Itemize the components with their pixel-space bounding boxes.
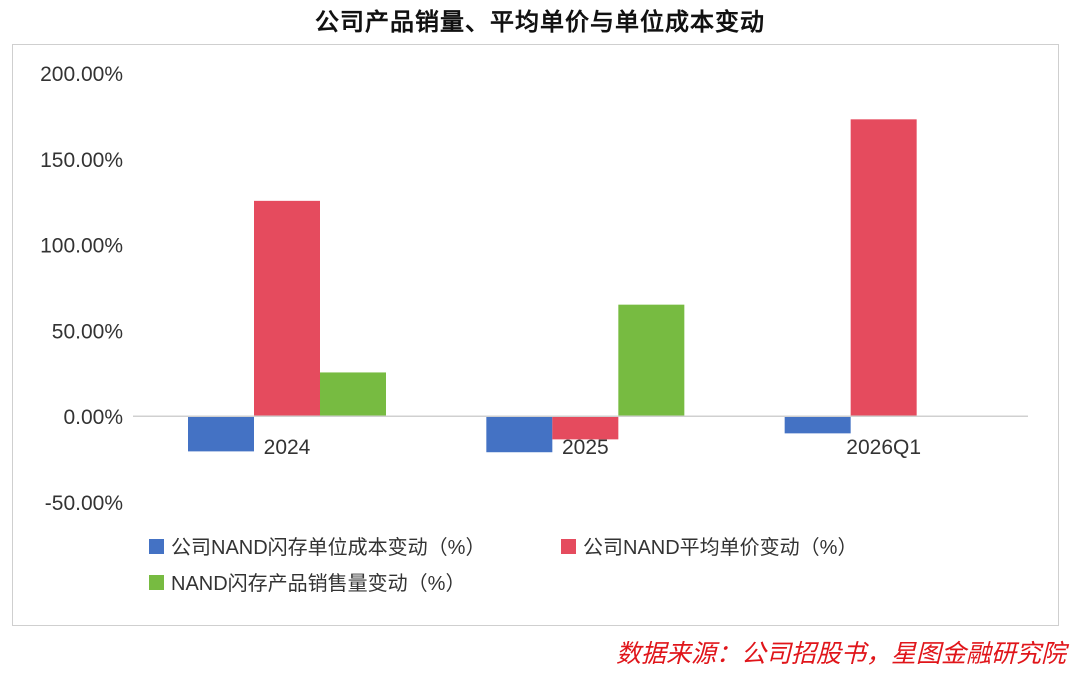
bar-2026Q1-series-1 bbox=[850, 119, 917, 417]
bar-2026Q1-series-0 bbox=[784, 416, 851, 434]
bar-2024-series-0 bbox=[188, 416, 254, 452]
bars bbox=[188, 119, 917, 453]
x-tick-label: 2026Q1 bbox=[846, 436, 921, 459]
y-tick-label: 0.00% bbox=[63, 406, 123, 429]
x-tick-label: 2025 bbox=[562, 436, 609, 459]
bar-2025-series-0 bbox=[486, 416, 553, 453]
y-tick-label: 150.00% bbox=[40, 149, 123, 172]
bar-2025-series-2 bbox=[618, 304, 685, 417]
legend-label: NAND闪存产品销售量变动（%） bbox=[171, 572, 465, 595]
bar-2024-series-2 bbox=[320, 372, 386, 417]
legend-swatch bbox=[561, 539, 576, 554]
chart-title: 公司产品销量、平均单价与单位成本变动 bbox=[315, 8, 765, 36]
chart-frame: 200.00% 150.00% 100.00% 50.00% 0.00% -50.00% … bbox=[12, 44, 1059, 626]
bar-2025-series-1 bbox=[552, 416, 619, 440]
y-axis-ticks: 200.00% 150.00% 100.00% 50.00% 0.00% -50.00% bbox=[40, 63, 123, 515]
bar-chart: 200.00%150.00%100.00%50.00%0.00%-50.00% … bbox=[40, 63, 1028, 595]
y-tick-label: 50.00% bbox=[52, 320, 123, 343]
legend-swatch bbox=[149, 539, 164, 554]
source-note: 数据来源：公司招股书，星图金融研究院 bbox=[615, 639, 1066, 668]
y-tick-label: 200.00% bbox=[40, 63, 123, 86]
x-tick-label: 2024 bbox=[264, 436, 311, 459]
x-axis-labels: 2024 2025 2026Q1 bbox=[264, 436, 921, 459]
legend-label: 公司NAND闪存单位成本变动（%） bbox=[171, 536, 485, 559]
legend-label: 公司NAND平均单价变动（%） bbox=[583, 536, 857, 559]
y-tick-label: -50.00% bbox=[45, 492, 123, 515]
y-tick-label: 100.00% bbox=[40, 235, 123, 258]
legend-swatch bbox=[149, 575, 164, 590]
legend: 公司NAND闪存单位成本变动（%） 公司NAND平均单价变动（%） NAND闪存产品… bbox=[149, 536, 857, 595]
bar-2024-series-1 bbox=[254, 200, 320, 417]
